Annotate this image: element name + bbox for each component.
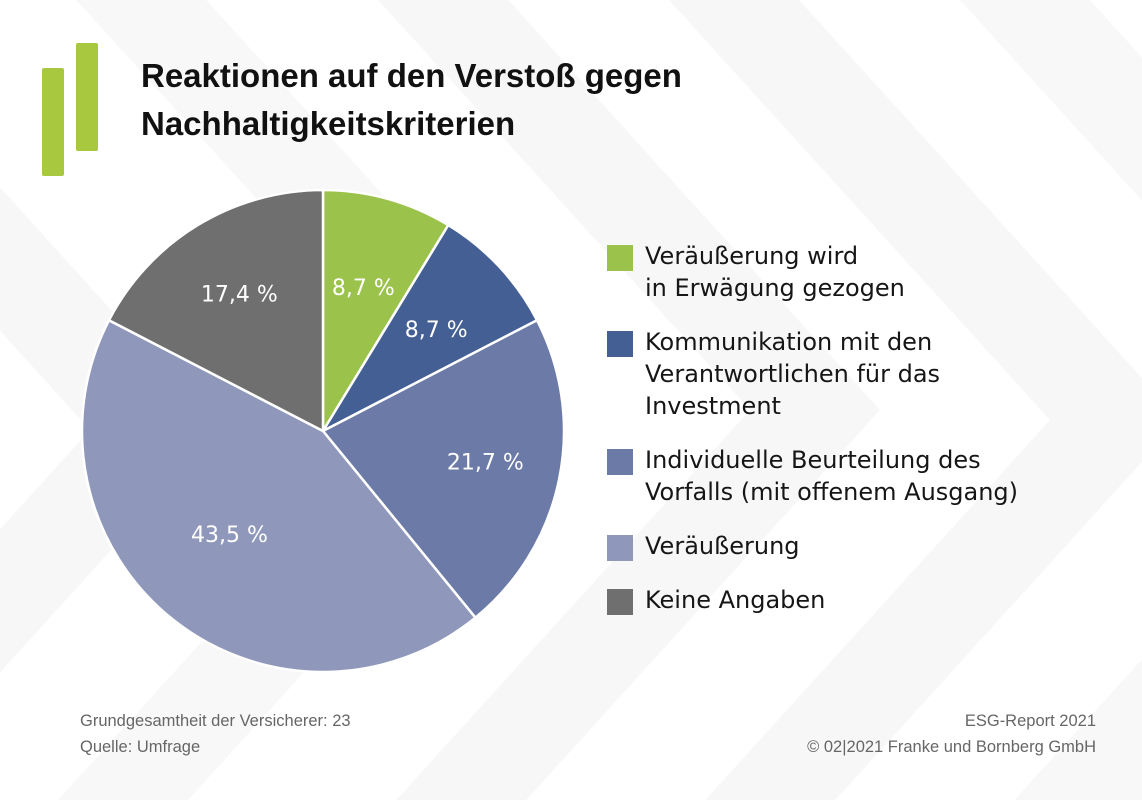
pie-slice-4 (107, 188, 325, 433)
legend-label-line: Keine Angaben (645, 586, 826, 614)
footer-copyright: ESG-Report 2021 © 02|2021 Franke und Bor… (807, 708, 1096, 760)
legend-item-veraeusserung-erwogen: Veräußerung wird in Erwägung gezogen (607, 240, 1087, 304)
legend-label-line: Veräußerung wird (645, 242, 859, 270)
legend-item-keine-angaben: Keine Angaben (607, 584, 1087, 616)
logo-bar-right (76, 43, 98, 151)
legend-swatch (607, 331, 633, 357)
legend-swatch (607, 245, 633, 271)
pie-slice-0 (321, 188, 450, 433)
chevron-band (960, 0, 1142, 800)
legend-label-line: Investment (645, 392, 781, 420)
legend-item-veraeusserung: Veräußerung (607, 530, 1087, 562)
legend-label-line: Kommunikation mit den (645, 328, 933, 356)
legend-label-line: Vorfalls (mit offenem Ausgang) (645, 478, 1019, 506)
legend-label-line: in Erwägung gezogen (645, 274, 905, 302)
chevron-band (378, 0, 880, 800)
footer-copyright-line: © 02|2021 Franke und Bornberg GmbH (807, 738, 1096, 756)
legend-label-line: Individuelle Beurteilung des (645, 446, 981, 474)
pie-slice-2 (321, 318, 566, 619)
pie-slice-label-2: 21,7 % (447, 450, 524, 475)
logo-bar-left (42, 68, 64, 176)
footer-report-name: ESG-Report 2021 (964, 712, 1096, 730)
legend: Veräußerung wird in Erwägung gezogen Kom… (607, 240, 1087, 616)
chevron-band (669, 0, 1142, 800)
legend-swatch (607, 589, 633, 615)
legend-label-line: Verantwortlichen für das (645, 360, 941, 388)
chart-title: Reaktionen auf den Verstoß gegen Nachhal… (141, 52, 901, 148)
legend-label-line: Veräußerung (645, 532, 800, 560)
legend-swatch (607, 449, 633, 475)
pie-slice-label-3: 43,5 % (191, 523, 268, 548)
pie-slice-label-4: 17,4 % (201, 282, 278, 307)
footer-source-line: Quelle: Umfrage (80, 738, 201, 756)
pie-slice-3 (80, 318, 477, 674)
pie-slice-1 (321, 223, 539, 433)
pie-slice-label-0: 8,7 % (332, 276, 395, 301)
legend-swatch (607, 535, 633, 561)
chart-title-line-1: Reaktionen auf den Verstoß gegen (141, 57, 682, 94)
legend-item-individuelle-beurteilung: Individuelle Beurteilung des Vorfalls (m… (607, 444, 1087, 508)
pie-slice-label-1: 8,7 % (405, 318, 468, 343)
legend-item-kommunikation: Kommunikation mit den Verantwortlichen f… (607, 326, 1087, 422)
footer-population: Grundgesamtheit der Versicherer: 23 (80, 712, 351, 730)
chart-title-line-2: Nachhaltigkeitskriterien (141, 105, 516, 142)
footer-source: Grundgesamtheit der Versicherer: 23 Quel… (80, 708, 351, 760)
